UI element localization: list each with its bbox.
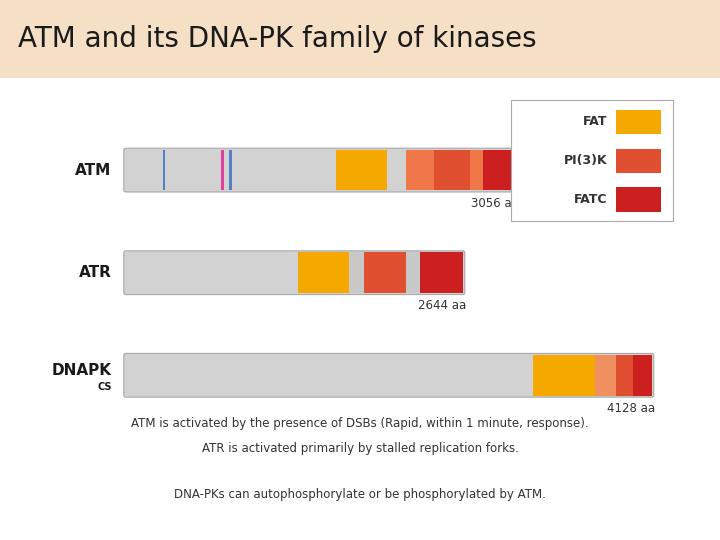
Bar — [616, 355, 633, 395]
Text: ATR is activated primarily by stalled replication forks.: ATR is activated primarily by stalled re… — [202, 442, 518, 455]
Text: PI(3)K: PI(3)K — [564, 154, 608, 167]
FancyBboxPatch shape — [511, 100, 673, 221]
Text: DNA-PKs can autophosphorylate or be phosphorylated by ATM.: DNA-PKs can autophosphorylate or be phos… — [174, 488, 546, 501]
Bar — [348, 252, 364, 293]
Bar — [633, 355, 652, 395]
Text: 2644 aa: 2644 aa — [418, 299, 467, 313]
Bar — [298, 252, 348, 293]
Bar — [482, 150, 515, 190]
Text: DNAPK: DNAPK — [52, 363, 112, 379]
Bar — [420, 252, 463, 293]
Text: CS: CS — [97, 382, 112, 392]
Bar — [0, 0, 720, 78]
Bar — [595, 355, 616, 395]
FancyBboxPatch shape — [124, 353, 654, 397]
Bar — [469, 150, 482, 190]
Bar — [229, 150, 232, 190]
Bar — [534, 355, 595, 395]
Bar — [406, 252, 420, 293]
Bar — [336, 150, 387, 190]
FancyBboxPatch shape — [124, 148, 517, 192]
Text: ATR: ATR — [78, 265, 112, 280]
Text: 3056 aa: 3056 aa — [471, 197, 518, 210]
Bar — [616, 187, 661, 212]
Text: FATC: FATC — [574, 193, 608, 206]
Bar — [222, 150, 224, 190]
Text: ATM is activated by the presence of DSBs (Rapid, within 1 minute, response).: ATM is activated by the presence of DSBs… — [131, 417, 589, 430]
Bar — [163, 150, 166, 190]
FancyBboxPatch shape — [124, 251, 465, 295]
Text: 4128 aa: 4128 aa — [607, 402, 655, 415]
Text: ATM and its DNA-PK family of kinases: ATM and its DNA-PK family of kinases — [18, 25, 536, 53]
Bar — [616, 148, 661, 173]
Bar — [434, 150, 469, 190]
Bar — [616, 110, 661, 134]
Bar — [406, 150, 434, 190]
Bar — [364, 252, 406, 293]
Text: FAT: FAT — [583, 116, 608, 129]
Text: ATM: ATM — [76, 163, 112, 178]
